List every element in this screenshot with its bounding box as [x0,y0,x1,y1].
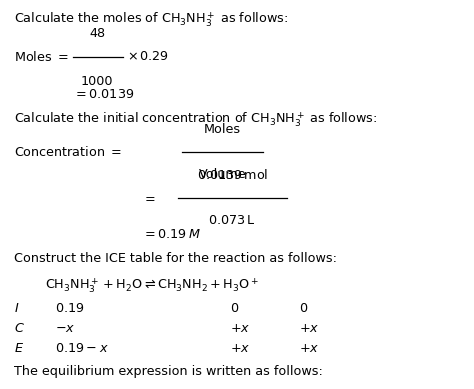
Text: $\mathrm{CH_3NH_3^+}+\mathrm{H_2O}\rightleftharpoons\mathrm{CH_3NH_2}+\mathrm{H_: $\mathrm{CH_3NH_3^+}+\mathrm{H_2O}\right… [45,276,259,295]
Text: 1000: 1000 [81,75,113,88]
Text: Calculate the initial concentration of $\mathrm{CH_3NH_3^+}$ as follows:: Calculate the initial concentration of $… [14,110,377,129]
Text: 48: 48 [89,27,105,40]
Text: $+x$: $+x$ [230,322,250,335]
Text: Moles: Moles [204,123,241,136]
Text: Volume: Volume [199,168,246,181]
Text: $+x$: $+x$ [230,342,250,355]
Text: $0.073\,\mathrm{L}$: $0.073\,\mathrm{L}$ [209,214,256,227]
Text: $-x$: $-x$ [55,322,75,335]
Text: $0.19-x$: $0.19-x$ [55,342,108,355]
Text: $0$: $0$ [299,302,308,315]
Text: Moles $=$: Moles $=$ [14,50,69,64]
Text: Concentration $=$: Concentration $=$ [14,145,122,159]
Text: $+x$: $+x$ [299,322,319,335]
Text: $= 0.0139$: $= 0.0139$ [73,88,135,101]
Text: Calculate the moles of $\mathrm{CH_3NH_3^+}$ as follows:: Calculate the moles of $\mathrm{CH_3NH_3… [14,10,288,29]
Text: $\mathit{C}$: $\mathit{C}$ [14,322,25,335]
Text: The equilibrium expression is written as follows:: The equilibrium expression is written as… [14,365,323,378]
Text: $\times\,0.29$: $\times\,0.29$ [127,51,168,63]
Text: $\mathit{I}$: $\mathit{I}$ [14,302,19,315]
Text: $= 0.19\,\mathit{M}$: $= 0.19\,\mathit{M}$ [142,228,201,241]
Text: Construct the ICE table for the reaction as follows:: Construct the ICE table for the reaction… [14,252,337,265]
Text: $0$: $0$ [230,302,239,315]
Text: $+x$: $+x$ [299,342,319,355]
Text: $\mathit{E}$: $\mathit{E}$ [14,342,24,355]
Text: $0.19$: $0.19$ [55,302,84,315]
Text: $0.0139\,\mathrm{mol}$: $0.0139\,\mathrm{mol}$ [197,168,268,182]
Text: $=$: $=$ [142,191,156,205]
